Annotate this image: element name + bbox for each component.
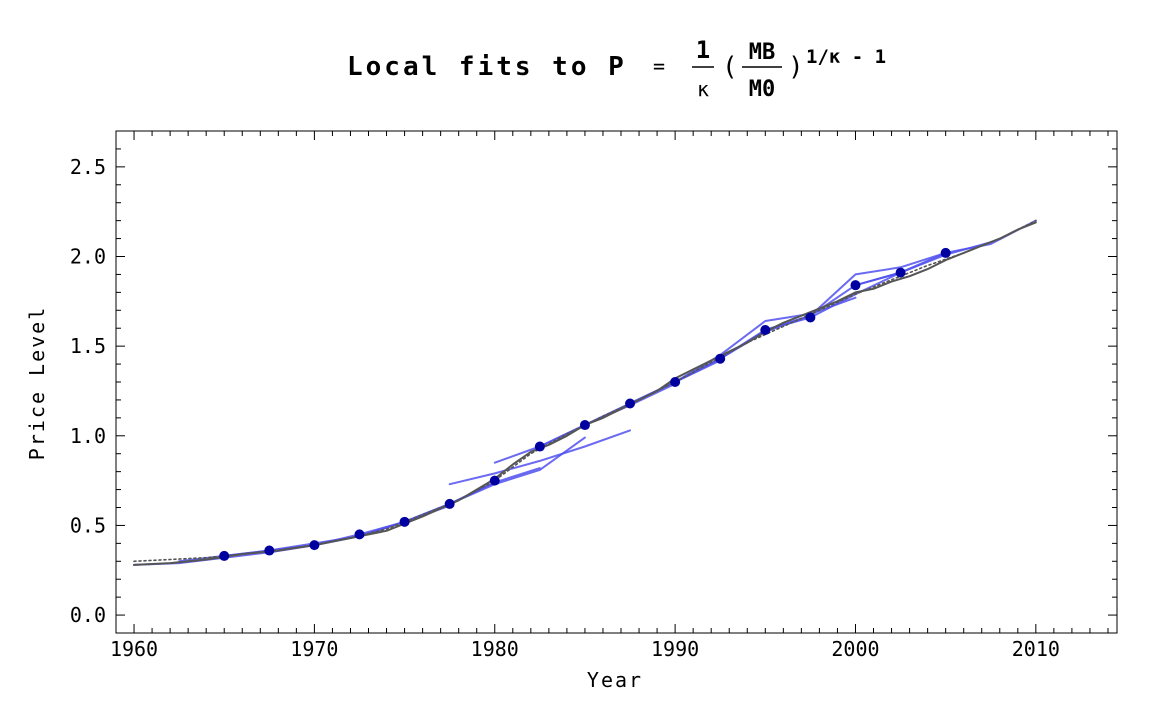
- x-axis-label: Year: [587, 668, 643, 692]
- title-inner-numerator: MB: [749, 40, 776, 65]
- fit-point: [309, 540, 320, 551]
- fit-line: [448, 429, 631, 486]
- fit-point: [895, 267, 906, 278]
- fit-point: [940, 247, 951, 258]
- fit-point: [625, 398, 636, 409]
- fit-point: [534, 441, 545, 452]
- chart-title: Local fits to P = 1 κ ( MB M0 ) 1/κ - 1: [347, 36, 886, 102]
- y-tick-label: 2.5: [70, 155, 106, 179]
- fit-point: [850, 280, 861, 291]
- plot-frame: [115, 130, 1118, 634]
- title-left-paren: (: [722, 52, 738, 82]
- x-tick-label: 2010: [1012, 637, 1060, 661]
- fit-line: [223, 520, 406, 557]
- y-tick-label: 0.5: [70, 513, 106, 537]
- highlight-points: [219, 247, 951, 561]
- title-inner-denominator: M0: [749, 77, 776, 102]
- fit-point: [444, 498, 455, 509]
- fit-point: [219, 550, 230, 561]
- y-tick-label: 0.0: [70, 603, 106, 627]
- title-frac-numerator: 1: [696, 36, 710, 64]
- y-axis-label: Price Level: [25, 306, 49, 460]
- fit-point: [399, 516, 410, 527]
- fit-point: [579, 420, 590, 431]
- fit-point: [760, 325, 771, 336]
- title-equals: =: [653, 54, 665, 78]
- y-tick-label: 1.5: [70, 334, 106, 358]
- fit-line: [313, 481, 496, 547]
- title-main: Local fits to P: [347, 52, 627, 82]
- fit-point: [715, 353, 726, 364]
- fit-point: [264, 545, 275, 556]
- title-exponent: 1/κ - 1: [806, 46, 886, 68]
- y-tick-labels: 0.0 0.5 1.0 1.5 2.0 2.5: [70, 155, 106, 627]
- title-frac-denominator: κ: [697, 77, 709, 101]
- fit-point: [670, 377, 681, 387]
- fit-point: [805, 312, 816, 323]
- title-right-paren: ): [788, 52, 804, 82]
- fit-point: [354, 529, 365, 540]
- y-tick-label: 1.0: [70, 424, 106, 448]
- x-tick-label: 1990: [651, 637, 699, 661]
- x-tick-label: 1960: [110, 637, 158, 661]
- x-tick-labels: 1960 1970 1980 1990 2000 2010: [110, 637, 1060, 661]
- x-tick-label: 2000: [831, 637, 879, 661]
- axis-ticks: [116, 130, 1117, 634]
- fit-point: [489, 475, 500, 486]
- x-tick-label: 1980: [471, 637, 519, 661]
- x-tick-label: 1970: [290, 637, 338, 661]
- y-tick-label: 2.0: [70, 245, 106, 269]
